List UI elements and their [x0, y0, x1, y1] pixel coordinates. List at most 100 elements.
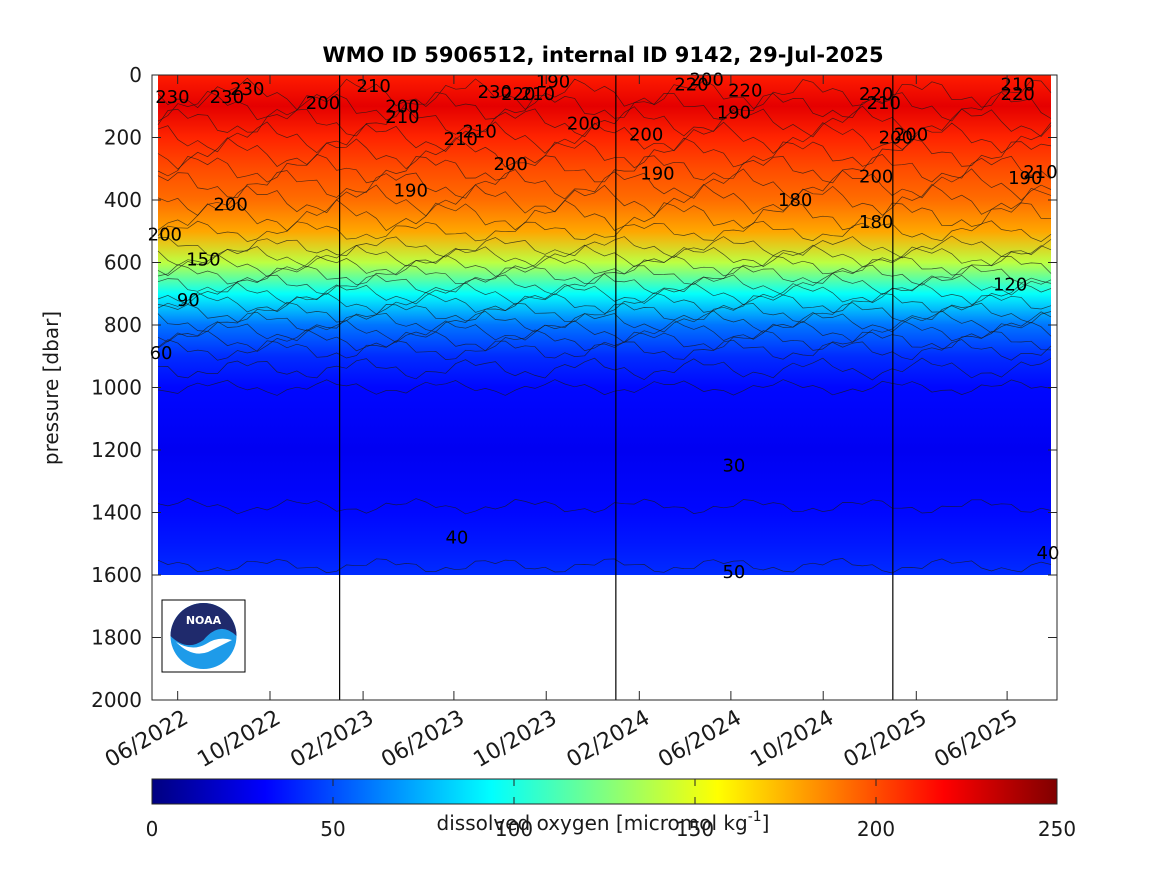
- contour-label: 200: [894, 124, 928, 145]
- contour-line: [157, 235, 1052, 259]
- contour-label: 150: [186, 249, 220, 270]
- x-tick-label: 06/2022: [101, 706, 193, 773]
- contour-label: 200: [213, 195, 247, 216]
- y-tick-label: 200: [104, 126, 142, 150]
- contour-line: [157, 264, 1052, 286]
- y-tick-label: 1200: [91, 438, 142, 462]
- contour-label: 190: [717, 103, 751, 124]
- y-tick-label: 1600: [91, 563, 142, 587]
- contour-label: 220: [859, 84, 893, 105]
- y-tick-label: 800: [104, 313, 142, 337]
- contour-label: 120: [993, 274, 1027, 295]
- contour-label: 200: [385, 96, 419, 117]
- contour-label: 210: [521, 84, 555, 105]
- y-axis: 0 200 400 600 800 1000 1200 1400 1600 1800 2000: [91, 63, 1057, 712]
- contour-label: 200: [306, 93, 340, 114]
- contour-label: 30: [722, 456, 745, 477]
- x-tick-label: 02/2024: [563, 706, 655, 773]
- contour-label: 220: [1001, 84, 1035, 105]
- contour-line: [157, 168, 1052, 201]
- y-tick-label: 1400: [91, 501, 142, 525]
- contour-label: 220: [728, 81, 762, 102]
- contour-label: 60: [150, 343, 173, 364]
- colorbar-tick-label: 0: [146, 817, 159, 841]
- colorbar: 0 50 100 150 200 250 dissolved oxygen [microm…: [146, 778, 1076, 841]
- contour-line: [157, 183, 1052, 217]
- colorbar-tick-label: 50: [320, 817, 345, 841]
- contour-line: [157, 272, 1052, 296]
- contour-line: [157, 77, 1052, 111]
- contour-label: 230: [230, 79, 264, 100]
- x-tick-label: 02/2023: [286, 706, 378, 773]
- x-tick-label: 06/2025: [930, 706, 1022, 773]
- contour-label: 220: [501, 84, 535, 105]
- contour-line: [157, 339, 1052, 361]
- contour-label: 200: [689, 70, 723, 91]
- contour-label: 190: [640, 163, 674, 184]
- contour-line: [157, 379, 1052, 396]
- contour-label: 220: [674, 74, 708, 95]
- noaa-logo: NOAA: [161, 599, 246, 673]
- contour-label: 90: [177, 290, 200, 311]
- contour-line: [157, 282, 1052, 306]
- colorbar-label: dissolved oxygen [micromol kg-1]: [437, 809, 770, 835]
- contour-line: [157, 220, 1052, 242]
- contour-label: 190: [1008, 168, 1042, 189]
- contour-line: [157, 105, 1052, 138]
- contour-label: 190: [394, 181, 428, 202]
- contour-label: 210: [385, 107, 419, 128]
- contour-line: [157, 121, 1052, 154]
- x-tick-label: 10/2023: [470, 706, 562, 773]
- colorbar-tick-label: 100: [495, 817, 533, 841]
- contour-label: 200: [567, 113, 601, 134]
- y-tick-label: 1000: [91, 376, 142, 400]
- year-boundary-lines: [339, 75, 894, 700]
- contour-label: 190: [536, 71, 570, 92]
- y-tick-label: 2000: [91, 688, 142, 712]
- x-tick-label: 06/2023: [377, 706, 469, 773]
- contour-label: 210: [462, 121, 496, 142]
- y-tick-label: 600: [104, 251, 142, 275]
- contour-line: [157, 310, 1052, 334]
- oxygen-field: [158, 75, 1051, 575]
- contour-label: 210: [444, 129, 478, 150]
- contour-label: 200: [493, 154, 527, 175]
- contour-line: [157, 357, 1052, 381]
- contour-label: 40: [1037, 543, 1060, 564]
- contour-label: 180: [859, 212, 893, 233]
- x-tick-label: 02/2025: [840, 706, 932, 773]
- contour-line: [157, 292, 1052, 315]
- contour-line: [157, 329, 1052, 352]
- contour-label: 230: [478, 82, 512, 103]
- contour-line: [157, 254, 1052, 278]
- contour-lines: [157, 77, 1052, 574]
- x-tick-label: 10/2024: [747, 706, 839, 773]
- contour-line: [157, 90, 1052, 122]
- contour-label: 210: [867, 93, 901, 114]
- contour-label: 210: [1023, 162, 1057, 183]
- x-tick-label: 06/2024: [654, 706, 746, 773]
- contour-labels: 230 2302302002102002102102102001902302202…: [148, 70, 1060, 583]
- plot-area: 230 2302302002102002102102102001902302202…: [91, 63, 1059, 773]
- contour-line: [157, 497, 1052, 515]
- colorbar-ticks: 0 50 100 150 200 250: [146, 779, 1076, 841]
- chart-title: WMO ID 5906512, internal ID 9142, 29-Jul…: [322, 43, 883, 67]
- contour-line: [157, 137, 1052, 170]
- contour-label: 230: [155, 87, 189, 108]
- y-tick-label: 1800: [91, 626, 142, 650]
- colorbar-tick-label: 200: [857, 817, 895, 841]
- contour-line: [157, 301, 1052, 324]
- contour-line: [157, 199, 1052, 232]
- contour-line: [157, 320, 1052, 343]
- colorbar-tick-label: 250: [1038, 817, 1076, 841]
- contour-label: 40: [445, 528, 468, 549]
- contour-line: [157, 558, 1052, 574]
- contour-line: [157, 153, 1052, 184]
- x-tick-label: 10/2022: [193, 706, 285, 773]
- contour-label: 200: [859, 167, 893, 188]
- noaa-logo-text: NOAA: [186, 614, 222, 627]
- colorbar-tick-label: 150: [676, 817, 714, 841]
- contour-label: 200: [148, 224, 182, 245]
- contour-line: [157, 244, 1052, 268]
